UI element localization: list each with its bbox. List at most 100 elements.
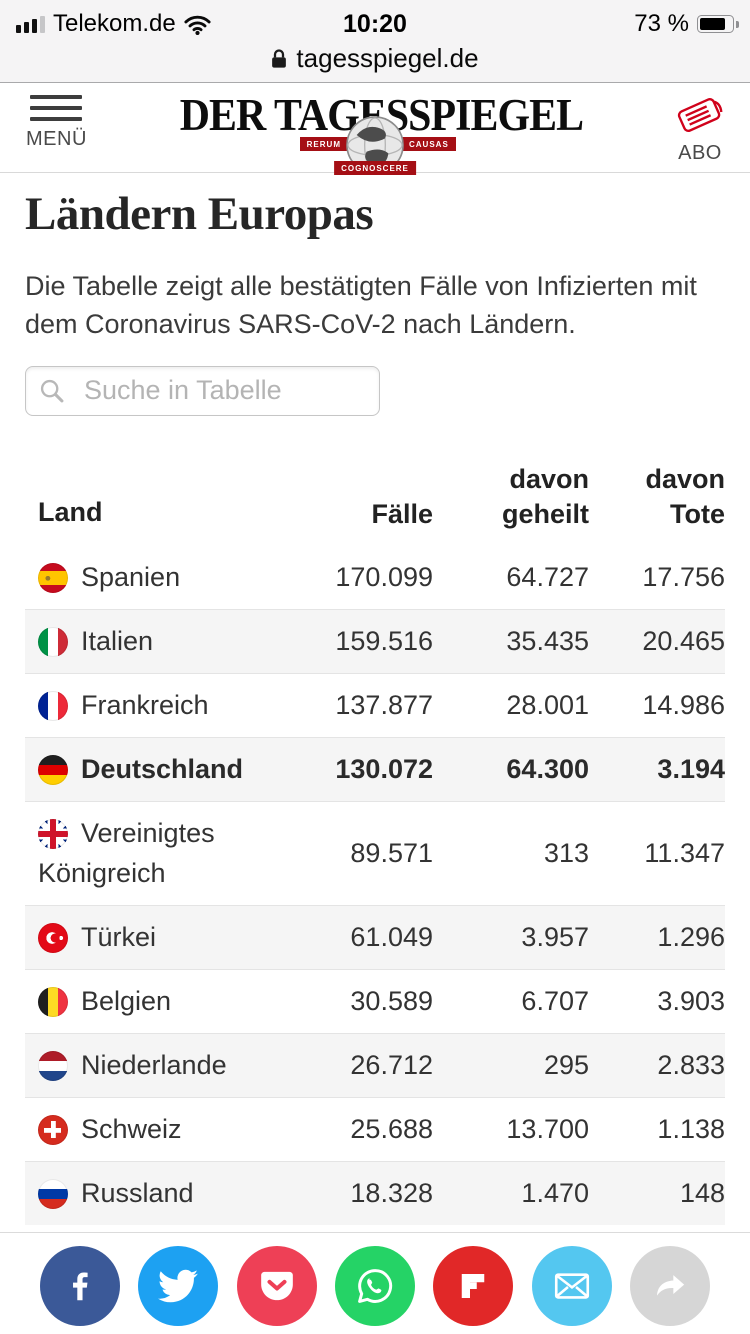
recovered-cell: 6.707 [521, 985, 589, 1016]
hamburger-icon [30, 95, 83, 121]
abo-button[interactable]: ABO [672, 89, 728, 165]
recovered-cell: 313 [543, 838, 589, 869]
recovered-cell: 64.300 [506, 754, 589, 785]
flag-russia-icon [38, 1179, 68, 1210]
url-domain: tagesspiegel.de [296, 42, 479, 73]
wifi-icon [184, 15, 211, 35]
col-geheilt-line2: geheilt [501, 498, 589, 529]
flag-netherlands-icon [38, 1050, 68, 1081]
twitter-share-button[interactable] [138, 1246, 219, 1326]
deaths-cell: 20.465 [642, 626, 725, 657]
cellular-signal-icon [16, 15, 45, 33]
country-name: Vereinigtes Königreich [38, 818, 215, 888]
table-row-schweiz: Schweiz 25.688 13.700 1.138 [25, 1097, 725, 1161]
battery-percent-label: 73 % [634, 10, 689, 37]
recovered-cell: 3.957 [521, 921, 589, 952]
newspaper-icon [677, 98, 723, 133]
whatsapp-share-button[interactable] [334, 1246, 415, 1326]
pocket-icon [260, 1271, 293, 1301]
col-land: Land [38, 496, 103, 527]
cases-cell: 18.328 [350, 1178, 433, 1209]
search-input[interactable] [25, 365, 380, 416]
table-header-row: Land Fälle davon geheilt davon Tote [25, 462, 725, 546]
col-tote-line2: Tote [670, 498, 725, 529]
table-row-niederlande: Niederlande 26.712 295 2.833 [25, 1032, 725, 1098]
recovered-cell: 1.470 [521, 1178, 589, 1209]
cases-cell: 26.712 [350, 1050, 433, 1081]
table-row-deutschland: Deutschland 130.072 64.300 3.194 [25, 737, 725, 802]
table-row-frankreich: Frankreich 137.877 28.001 14.986 [25, 673, 725, 737]
page-title: Ländern Europas [25, 188, 374, 240]
battery-icon [697, 15, 739, 33]
cases-cell: 137.877 [335, 690, 433, 721]
recovered-cell: 13.700 [506, 1114, 589, 1145]
country-cell: Italien [25, 622, 283, 661]
flag-italy-icon [38, 626, 68, 657]
table-row-vereinigtes-koenigreich: Vereinigtes Königreich 89.571 313 11.347 [25, 801, 725, 904]
deaths-cell: 1.296 [657, 921, 725, 952]
col-faelle: Fälle [371, 498, 433, 529]
carrier-label: Telekom.de [53, 10, 176, 37]
country-cell: Belgien [25, 982, 283, 1021]
tagesspiegel-logo[interactable]: DER TAGESSPIEGEL RERUM CAUSAS COGNOSCERE [165, 89, 585, 175]
lock-icon [272, 48, 287, 68]
menu-button[interactable]: MENÜ [26, 95, 87, 151]
twitter-icon [158, 1269, 199, 1303]
country-cell: Vereinigtes Königreich [25, 814, 283, 892]
address-bar[interactable]: tagesspiegel.de [0, 42, 750, 82]
cases-cell: 170.099 [335, 561, 433, 592]
flag-germany-icon [38, 755, 68, 786]
share-arrow-icon [656, 1275, 685, 1296]
deaths-cell: 148 [679, 1178, 725, 1209]
article-content: Ländern Europas Die Tabelle zeigt alle b… [0, 187, 750, 1280]
col-geheilt: davon geheilt [433, 462, 589, 532]
cases-cell: 130.072 [335, 754, 433, 785]
country-cell: Deutschland [25, 750, 283, 789]
motto-ribbon-bottom: COGNOSCERE [334, 161, 416, 175]
menu-label: MENÜ [26, 128, 87, 150]
recovered-cell: 28.001 [506, 690, 589, 721]
facebook-icon [73, 1272, 88, 1301]
article-description: Die Tabelle zeigt alle bestätigten Fälle… [25, 271, 697, 340]
cases-cell: 89.571 [350, 838, 433, 869]
cases-cell: 61.049 [350, 921, 433, 952]
recovered-cell: 35.435 [506, 626, 589, 657]
status-time: 10:20 [343, 9, 407, 38]
deaths-cell: 3.194 [657, 754, 725, 785]
cases-cell: 159.516 [335, 626, 433, 657]
country-cell: Spanien [25, 558, 283, 597]
col-geheilt-line1: davon [509, 463, 589, 494]
deaths-cell: 1.138 [657, 1114, 725, 1145]
deaths-cell: 11.347 [644, 838, 725, 869]
deaths-cell: 2.833 [657, 1050, 725, 1081]
share-more-button[interactable] [629, 1246, 710, 1326]
pocket-share-button[interactable] [236, 1246, 317, 1326]
country-cell: Türkei [25, 918, 283, 957]
site-header: MENÜ DER TAGESSPIEGEL RERUM CAUSAS COGNO… [0, 83, 750, 175]
email-share-button[interactable] [531, 1246, 612, 1326]
share-bar [0, 1232, 750, 1334]
recovered-cell: 295 [543, 1050, 589, 1081]
facebook-share-button[interactable] [40, 1246, 120, 1326]
country-name: Deutschland [81, 754, 244, 785]
deaths-cell: 17.756 [642, 561, 725, 592]
globe-icon [346, 116, 404, 174]
flag-uk-icon [38, 819, 68, 850]
motto-ribbon-right: CAUSAS [402, 137, 456, 151]
flipboard-icon [462, 1274, 485, 1298]
browser-chrome: Telekom.de 10:20 73 % tagesspiegel.de [0, 0, 750, 83]
country-name: Belgien [81, 985, 172, 1016]
flag-turkey-icon [38, 922, 68, 953]
cases-cell: 30.589 [350, 985, 433, 1016]
magnifier-icon [40, 379, 64, 403]
country-name: Spanien [81, 561, 181, 592]
abo-label: ABO [678, 142, 722, 164]
flipboard-share-button[interactable] [433, 1246, 514, 1326]
country-cell: Schweiz [25, 1110, 283, 1149]
flag-switzerland-icon [38, 1115, 68, 1146]
email-icon [554, 1273, 589, 1299]
country-name: Türkei [81, 921, 157, 952]
country-name: Schweiz [81, 1114, 182, 1145]
table-row-italien: Italien 159.516 35.435 20.465 [25, 608, 725, 674]
country-name: Italien [81, 625, 154, 656]
